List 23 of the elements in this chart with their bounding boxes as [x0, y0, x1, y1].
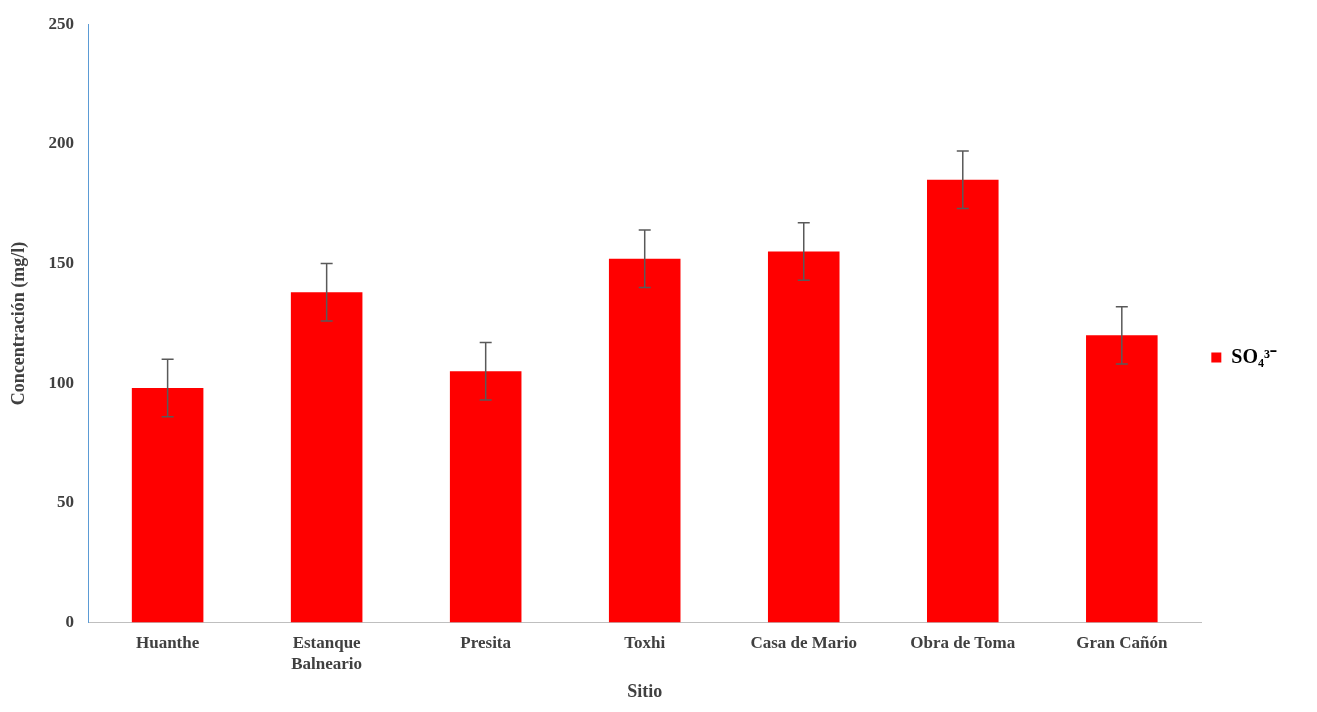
- bar: [131, 388, 204, 623]
- bar: [1086, 335, 1158, 623]
- y-tick-label: 250: [48, 13, 75, 33]
- y-tick-label: 150: [48, 252, 75, 272]
- bar: [290, 292, 363, 623]
- y-axis-title: Concentración (mg/l): [8, 241, 30, 406]
- x-tick-label: Gran Cañón: [1076, 633, 1168, 653]
- y-tick-label: 0: [65, 611, 75, 631]
- x-tick-label: Casa de Mario: [750, 633, 858, 653]
- bar: [608, 258, 681, 623]
- x-tick-label: Huanthe: [135, 633, 200, 653]
- bar: [767, 251, 840, 623]
- y-tick-label: 50: [57, 492, 75, 512]
- x-tick-label: Estanque Balneario: [291, 633, 363, 673]
- y-tick-label: 200: [48, 133, 75, 153]
- bar: [927, 179, 999, 623]
- x-tick-label: Toxhi: [624, 633, 666, 653]
- legend-label: SO₄³⁻: [1231, 344, 1277, 367]
- x-tick-label: Obra de Toma: [910, 633, 1016, 653]
- x-tick-label: Presita: [460, 633, 512, 653]
- y-tick-label: 100: [48, 372, 75, 392]
- x-axis-title: Sitio: [627, 680, 663, 701]
- bar: [449, 371, 522, 623]
